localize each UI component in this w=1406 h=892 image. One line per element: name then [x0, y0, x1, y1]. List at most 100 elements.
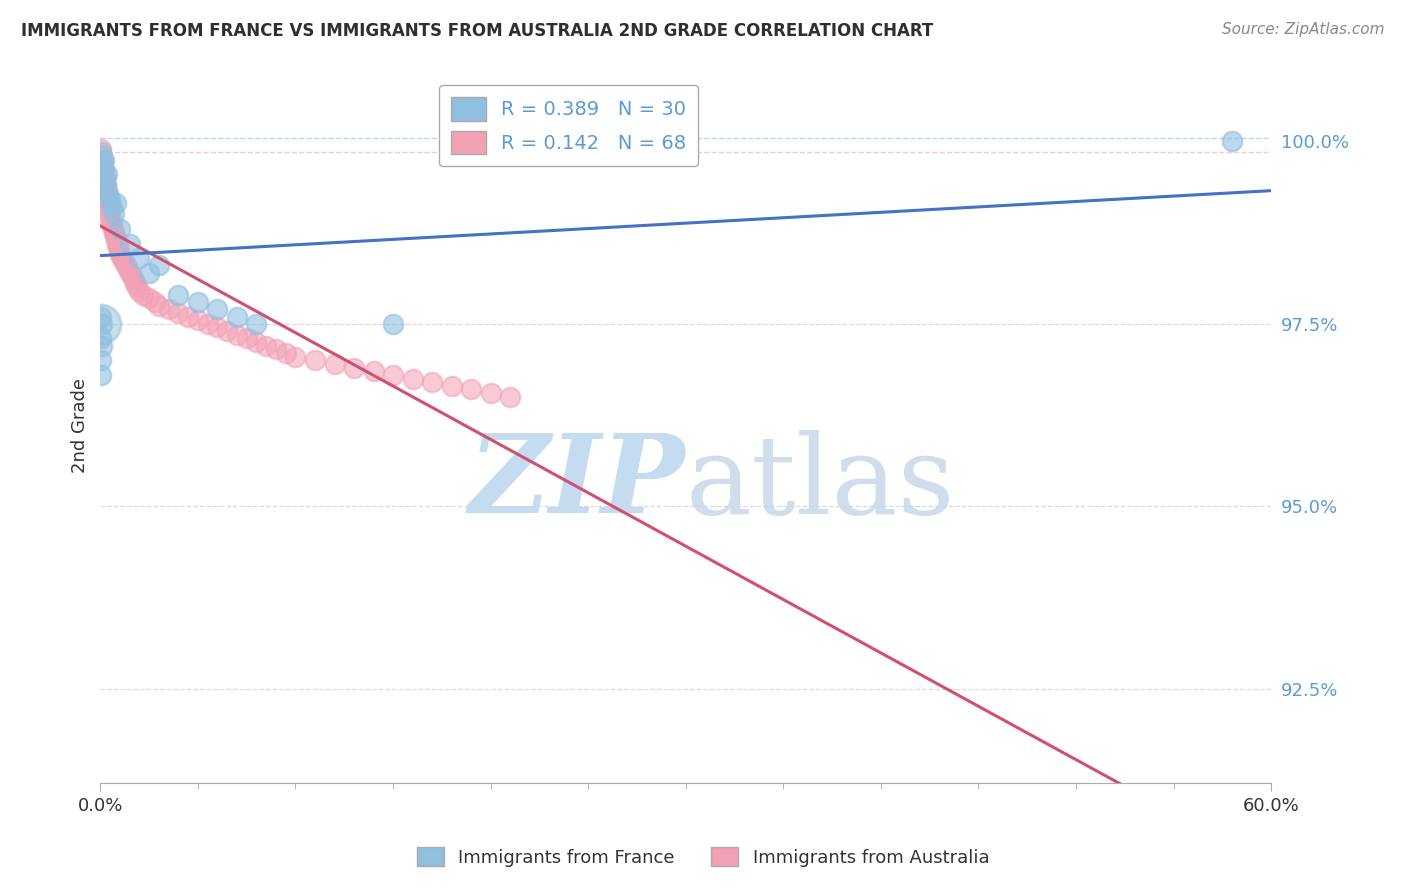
Point — [91, 163, 114, 178]
Point — [103, 207, 125, 221]
Point — [101, 222, 124, 236]
Point — [90, 142, 112, 156]
Point — [143, 294, 166, 309]
Point — [90, 353, 112, 368]
Point — [91, 156, 114, 170]
Point — [104, 229, 127, 244]
Point — [97, 186, 120, 200]
Point — [98, 193, 121, 207]
Point — [98, 203, 121, 218]
Point — [117, 262, 139, 277]
Point — [167, 306, 190, 320]
Point — [118, 266, 141, 280]
Text: atlas: atlas — [686, 430, 955, 537]
Point — [94, 178, 117, 193]
Point — [111, 251, 134, 265]
Point — [138, 266, 160, 280]
Point — [93, 167, 115, 181]
Point — [127, 280, 149, 294]
Point — [90, 368, 112, 382]
Point — [90, 310, 112, 324]
Point — [90, 331, 112, 345]
Point — [323, 357, 346, 371]
Point — [103, 226, 125, 240]
Point — [91, 156, 114, 170]
Text: IMMIGRANTS FROM FRANCE VS IMMIGRANTS FROM AUSTRALIA 2ND GRADE CORRELATION CHART: IMMIGRANTS FROM FRANCE VS IMMIGRANTS FRO… — [21, 22, 934, 40]
Point — [274, 346, 297, 360]
Point — [98, 211, 121, 225]
Point — [207, 320, 229, 334]
Point — [235, 331, 257, 345]
Point — [96, 182, 118, 196]
Point — [284, 350, 307, 364]
Point — [382, 317, 405, 331]
Point — [108, 222, 131, 236]
Point — [96, 167, 118, 181]
Point — [187, 294, 209, 309]
Point — [105, 236, 128, 251]
Point — [128, 284, 150, 298]
Point — [97, 200, 120, 214]
Point — [90, 145, 112, 160]
Point — [363, 364, 385, 378]
Point — [245, 317, 267, 331]
Point — [197, 317, 219, 331]
Point — [97, 196, 120, 211]
Point — [217, 324, 239, 338]
Point — [479, 386, 502, 401]
Point — [401, 371, 423, 385]
Point — [93, 153, 115, 167]
Point — [91, 153, 114, 167]
Point — [148, 259, 170, 273]
Point — [91, 339, 114, 353]
Point — [93, 170, 115, 185]
Point — [90, 149, 112, 163]
Point — [167, 287, 190, 301]
Point — [128, 251, 150, 265]
Point — [94, 170, 117, 185]
Legend: Immigrants from France, Immigrants from Australia: Immigrants from France, Immigrants from … — [409, 840, 997, 874]
Point — [187, 313, 209, 327]
Point — [440, 379, 463, 393]
Point — [382, 368, 405, 382]
Point — [108, 247, 131, 261]
Point — [104, 233, 127, 247]
Point — [148, 299, 170, 313]
Point — [124, 277, 146, 291]
Point — [343, 360, 366, 375]
Point — [226, 310, 249, 324]
Point — [107, 240, 129, 254]
Point — [264, 343, 287, 357]
Point — [1220, 135, 1243, 149]
Point — [100, 215, 122, 229]
Point — [93, 163, 115, 178]
Point — [121, 269, 143, 284]
Point — [96, 186, 118, 200]
Point — [91, 317, 114, 331]
Point — [101, 219, 124, 233]
Point — [96, 178, 118, 193]
Point — [108, 244, 131, 258]
Point — [104, 196, 127, 211]
Point — [207, 302, 229, 317]
Legend: R = 0.389   N = 30, R = 0.142   N = 68: R = 0.389 N = 30, R = 0.142 N = 68 — [439, 86, 699, 166]
Point — [90, 317, 112, 331]
Point — [97, 193, 120, 207]
Point — [96, 189, 118, 203]
Point — [112, 255, 135, 269]
Point — [499, 390, 522, 404]
Point — [114, 259, 136, 273]
Point — [420, 375, 443, 389]
Point — [98, 207, 121, 221]
Point — [177, 310, 200, 324]
Point — [460, 383, 482, 397]
Point — [122, 273, 145, 287]
Text: Source: ZipAtlas.com: Source: ZipAtlas.com — [1222, 22, 1385, 37]
Point — [245, 334, 267, 349]
Point — [101, 200, 124, 214]
Point — [132, 287, 155, 301]
Text: ZIP: ZIP — [470, 429, 686, 537]
Point — [304, 353, 326, 368]
Point — [94, 175, 117, 189]
Point — [118, 236, 141, 251]
